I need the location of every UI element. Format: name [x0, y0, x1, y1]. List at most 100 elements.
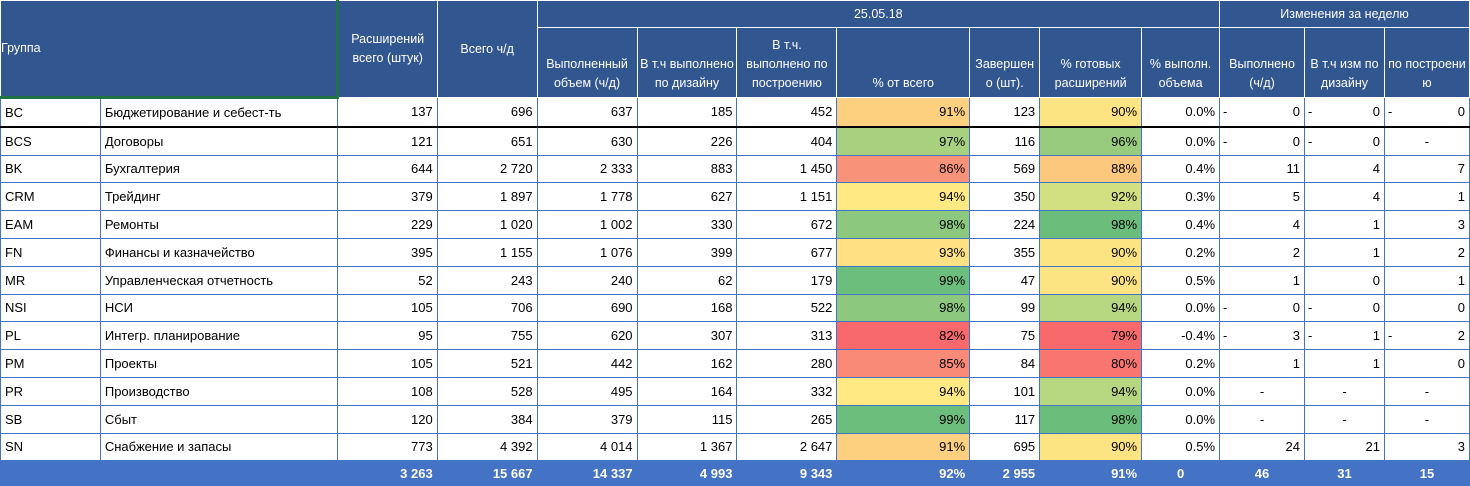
totals-blank[interactable] [99, 460, 338, 486]
header-pct-ready[interactable]: % готовых расширений [1039, 27, 1143, 98]
cell-pct-total[interactable]: 94% [836, 376, 971, 406]
header-w-done[interactable]: Выполнено (ч/д) [1219, 27, 1306, 98]
total-ready[interactable]: 91% [1039, 460, 1143, 486]
cell-w-done[interactable]: -3 [1219, 321, 1306, 351]
cell-pct-ready[interactable]: 96% [1039, 126, 1143, 156]
cell-pct-total[interactable]: 94% [836, 182, 971, 212]
cell-done[interactable]: 379 [536, 404, 638, 434]
cell-done[interactable]: 637 [536, 96, 638, 128]
total-w-pct[interactable]: 0 [1141, 460, 1221, 486]
cell-w-done[interactable]: 2 [1219, 237, 1306, 267]
cell-w-design[interactable]: -0 [1304, 96, 1385, 128]
cell-code[interactable]: EAM [0, 210, 101, 239]
cell-done[interactable]: 1 002 [536, 210, 638, 239]
cell-ext[interactable]: 120 [336, 404, 438, 434]
cell-w-pct[interactable]: 0.4% [1141, 210, 1221, 239]
cell-build[interactable]: 313 [736, 321, 838, 351]
cell-w-done[interactable]: - [1219, 376, 1306, 406]
cell-done[interactable]: 4 014 [536, 432, 638, 462]
header-date[interactable]: 25.05.18 [536, 0, 1221, 28]
cell-completed[interactable]: 84 [969, 349, 1041, 378]
cell-hours[interactable]: 1 155 [436, 237, 538, 267]
total-w-done[interactable]: 46 [1219, 460, 1306, 486]
cell-w-design[interactable]: -1 [1304, 321, 1385, 351]
cell-hours[interactable]: 1 897 [436, 182, 538, 212]
cell-hours[interactable]: 2 720 [436, 154, 538, 184]
cell-name[interactable]: Ремонты [99, 210, 338, 239]
cell-w-build[interactable]: 3 [1383, 432, 1470, 462]
cell-w-pct[interactable]: -0.4% [1141, 321, 1221, 351]
cell-w-pct[interactable]: 0.5% [1141, 265, 1221, 295]
cell-pct-ready[interactable]: 90% [1039, 237, 1143, 267]
cell-build[interactable]: 672 [736, 210, 838, 239]
cell-code[interactable]: PL [0, 321, 101, 351]
cell-pct-total[interactable]: 98% [836, 210, 971, 239]
total-hours[interactable]: 15 667 [436, 460, 538, 486]
cell-w-design[interactable]: 4 [1304, 182, 1385, 212]
cell-hours[interactable]: 384 [436, 404, 538, 434]
cell-pct-total[interactable]: 91% [836, 432, 971, 462]
cell-code[interactable]: BK [0, 154, 101, 184]
cell-design[interactable]: 330 [636, 210, 738, 239]
cell-w-pct[interactable]: 0.0% [1141, 126, 1221, 156]
total-design[interactable]: 4 993 [636, 460, 738, 486]
cell-pct-ready[interactable]: 94% [1039, 376, 1143, 406]
cell-w-pct[interactable]: 0.2% [1141, 237, 1221, 267]
cell-build[interactable]: 1 450 [736, 154, 838, 184]
cell-design[interactable]: 226 [636, 126, 738, 156]
cell-pct-ready[interactable]: 98% [1039, 210, 1143, 239]
cell-design[interactable]: 164 [636, 376, 738, 406]
cell-w-build[interactable]: 0 [1383, 349, 1470, 378]
cell-w-build[interactable]: - [1383, 126, 1470, 156]
cell-ext[interactable]: 644 [336, 154, 438, 184]
cell-code[interactable]: SB [0, 404, 101, 434]
cell-ext[interactable]: 229 [336, 210, 438, 239]
cell-w-pct[interactable]: 0.4% [1141, 154, 1221, 184]
cell-build[interactable]: 1 151 [736, 182, 838, 212]
cell-w-design[interactable]: - [1304, 404, 1385, 434]
cell-done[interactable]: 1 778 [536, 182, 638, 212]
cell-completed[interactable]: 101 [969, 376, 1041, 406]
cell-name[interactable]: Трейдинг [99, 182, 338, 212]
cell-design[interactable]: 162 [636, 349, 738, 378]
cell-hours[interactable]: 696 [436, 96, 538, 128]
cell-pct-total[interactable]: 91% [836, 96, 971, 128]
cell-w-build[interactable]: - [1383, 404, 1470, 434]
cell-completed[interactable]: 123 [969, 96, 1041, 128]
cell-build[interactable]: 522 [736, 293, 838, 323]
cell-w-design[interactable]: 1 [1304, 237, 1385, 267]
cell-done[interactable]: 495 [536, 376, 638, 406]
cell-completed[interactable]: 99 [969, 293, 1041, 323]
header-w-design[interactable]: В т.ч изм по дизайну [1304, 27, 1385, 98]
cell-pct-total[interactable]: 93% [836, 237, 971, 267]
cell-done[interactable]: 2 333 [536, 154, 638, 184]
cell-completed[interactable]: 350 [969, 182, 1041, 212]
cell-pct-total[interactable]: 99% [836, 404, 971, 434]
cell-completed[interactable]: 355 [969, 237, 1041, 267]
cell-w-pct[interactable]: 0.0% [1141, 376, 1221, 406]
cell-w-design[interactable]: -0 [1304, 293, 1385, 323]
cell-w-build[interactable]: 7 [1383, 154, 1470, 184]
total-pct[interactable]: 92% [836, 460, 971, 486]
cell-w-design[interactable]: 4 [1304, 154, 1385, 184]
header-done-build[interactable]: В т.ч. выполнено по построению [736, 27, 838, 98]
cell-pct-total[interactable]: 85% [836, 349, 971, 378]
cell-hours[interactable]: 755 [436, 321, 538, 351]
cell-ext[interactable]: 379 [336, 182, 438, 212]
header-total-hours[interactable]: Всего ч/д [436, 0, 538, 98]
cell-design[interactable]: 185 [636, 96, 738, 128]
cell-build[interactable]: 2 647 [736, 432, 838, 462]
cell-name[interactable]: Производство [99, 376, 338, 406]
cell-design[interactable]: 168 [636, 293, 738, 323]
cell-design[interactable]: 1 367 [636, 432, 738, 462]
total-build[interactable]: 9 343 [736, 460, 838, 486]
header-weekly[interactable]: Изменения за неделю [1219, 0, 1470, 28]
cell-w-done[interactable]: 1 [1219, 349, 1306, 378]
cell-w-done[interactable]: 5 [1219, 182, 1306, 212]
cell-hours[interactable]: 1 020 [436, 210, 538, 239]
cell-w-design[interactable]: 1 [1304, 210, 1385, 239]
cell-pct-total[interactable]: 82% [836, 321, 971, 351]
header-group[interactable]: Группа [0, 0, 339, 99]
cell-done[interactable]: 690 [536, 293, 638, 323]
cell-completed[interactable]: 116 [969, 126, 1041, 156]
